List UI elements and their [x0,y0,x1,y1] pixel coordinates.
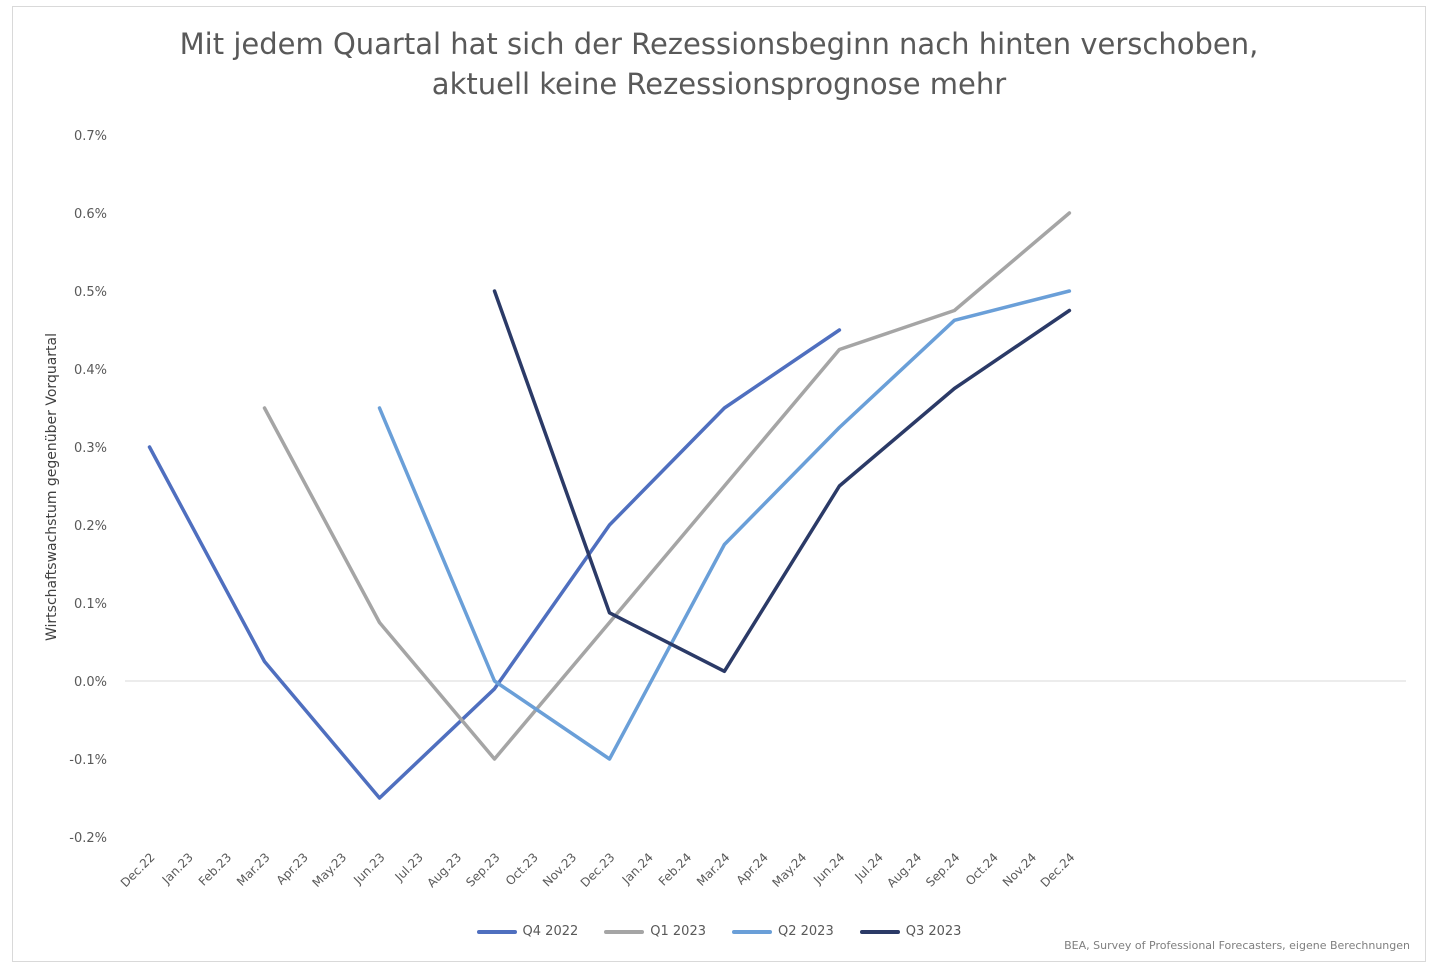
y-tick-label: 0.2% [74,519,107,534]
legend-item: Q2 2023 [732,924,834,939]
x-tick-label: Aug.23 [424,850,464,890]
series-line-q1-2023 [262,211,1072,761]
legend-item: Q4 2022 [476,924,579,939]
x-tick-label: Oct.24 [963,850,1001,888]
legend-item: Q1 2023 [604,924,706,939]
y-tick-label: 0.7% [74,129,107,144]
x-tick-label: Jan.24 [619,850,656,887]
x-tick-label: Apr.24 [734,850,771,887]
y-tick-label: 0.1% [74,597,107,612]
y-tick-label: 0.6% [74,207,107,222]
x-tick-label: Jun.23 [350,850,387,887]
legend-label: Q2 2023 [778,924,834,939]
legend: Q4 2022 Q1 2023 Q2 2023 Q3 2023 [0,924,1438,939]
x-tick-label: Apr.23 [274,850,311,887]
x-tick-label: Sep.23 [463,850,502,889]
legend-item: Q3 2023 [859,924,962,939]
x-tick-label: May.23 [310,850,350,890]
legend-label: Q1 2023 [650,924,706,939]
legend-swatch [732,929,772,934]
x-tick-label: Oct.23 [503,850,541,888]
source-note: BEA, Survey of Professional Forecasters,… [1064,939,1410,952]
y-tick-label: -0.1% [69,753,107,768]
series-line-q4-2022 [147,328,842,800]
chart-title-line-1: Mit jedem Quartal hat sich der Rezession… [179,27,1259,61]
series-line-q2-2023 [377,289,1072,761]
x-tick-label: Jun.24 [810,850,847,887]
legend-swatch [859,929,900,934]
legend-swatch [604,929,645,934]
x-tick-label: Mar.24 [694,850,733,889]
legend-label: Q3 2023 [905,924,962,939]
x-tick-label: Feb.24 [656,850,694,888]
x-tick-label: Feb.23 [196,850,234,888]
x-tick-label: Dec.23 [578,850,618,890]
chart-title-line-2: aktuell keine Rezessionsprognose mehr [431,67,1007,101]
series-line-q3-2023 [492,289,1072,674]
x-tick-label: Aug.24 [884,850,924,890]
legend-swatch [476,929,517,934]
x-tick-label: Jul.23 [392,850,426,884]
legend-label: Q4 2022 [522,924,579,939]
chart-frame [12,6,1426,962]
x-tick-label: Nov.23 [540,850,579,889]
y-tick-label: 0.4% [74,363,107,378]
x-tick-label: Mar.23 [234,850,273,889]
y-tick-label: 0.3% [74,441,107,456]
x-tick-label: Dec.24 [1038,850,1078,890]
x-tick-label: Jul.24 [852,850,886,884]
x-tick-label: May.24 [770,850,810,890]
y-tick-label: 0.0% [74,675,107,690]
y-tick-label: -0.2% [69,831,107,846]
x-tick-label: Jan.23 [159,850,196,887]
y-tick-label: 0.5% [74,285,107,300]
x-tick-label: Dec.22 [118,850,158,890]
chart-title: Mit jedem Quartal hat sich der Rezession… [0,24,1438,104]
x-tick-label: Nov.24 [1000,850,1039,889]
x-tick-label: Sep.24 [923,850,962,889]
